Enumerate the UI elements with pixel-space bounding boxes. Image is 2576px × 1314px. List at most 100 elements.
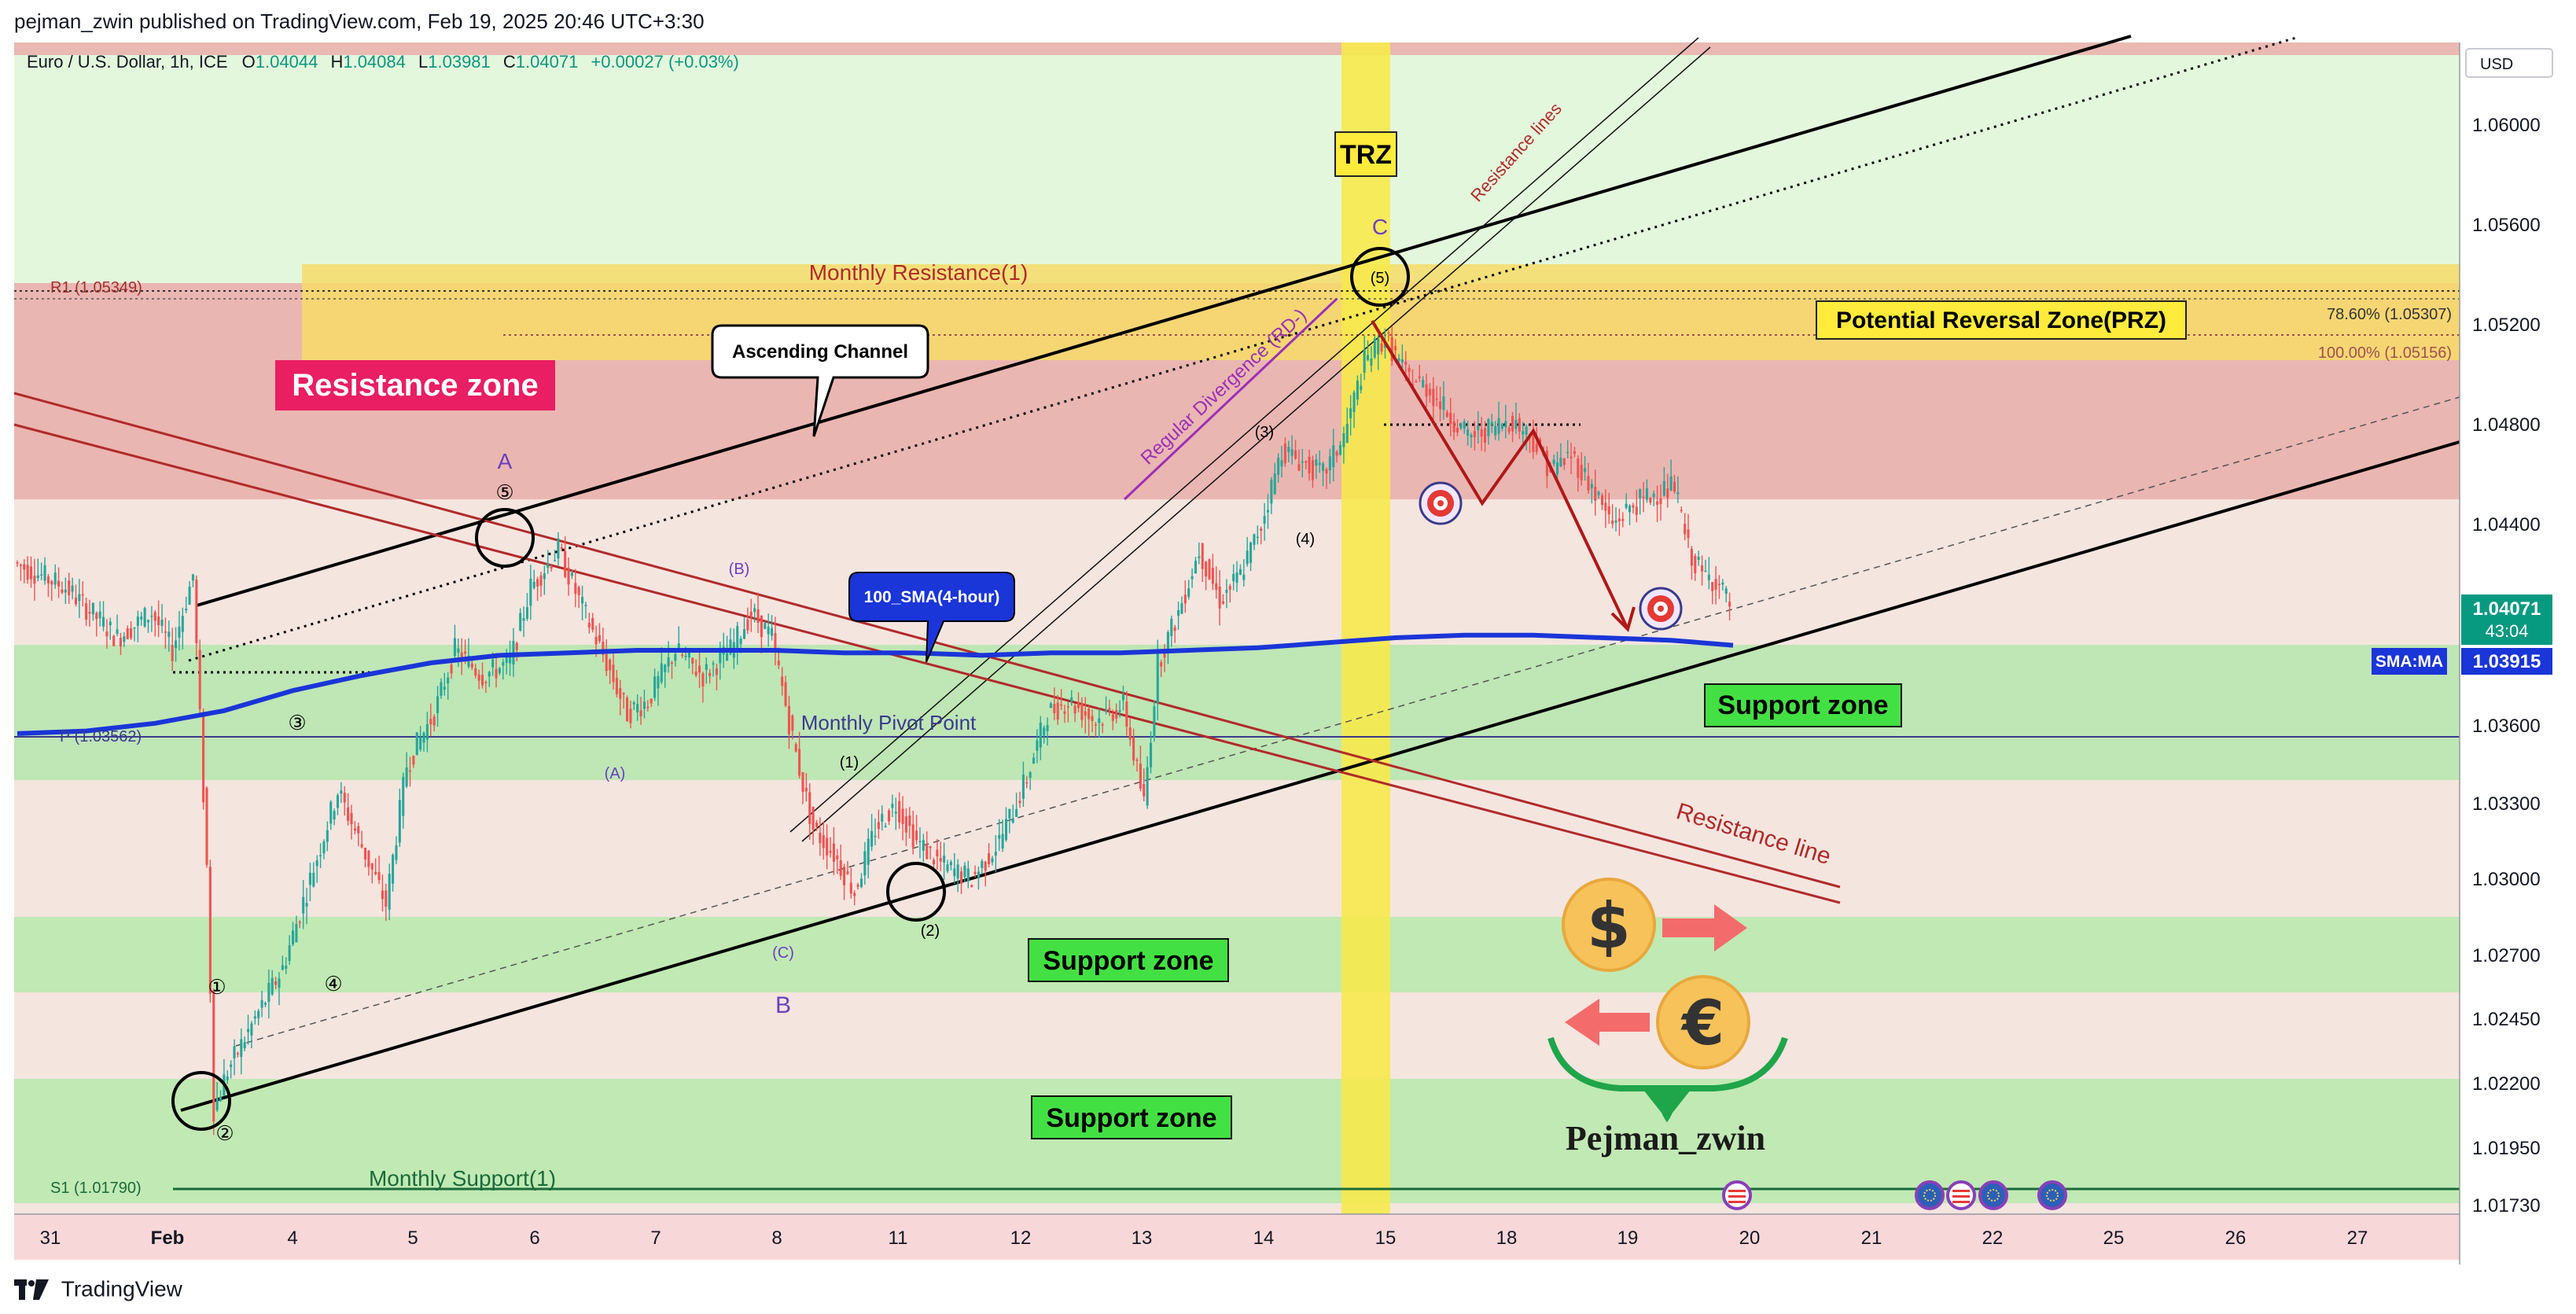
- candle-body: [1345, 424, 1349, 444]
- candle-body: [991, 858, 994, 863]
- candle-body: [267, 982, 270, 1003]
- candle-body: [746, 619, 749, 631]
- candle-body: [53, 572, 57, 585]
- candle-body: [270, 977, 274, 995]
- candle-body: [1115, 710, 1118, 720]
- candle-body: [1060, 704, 1063, 706]
- candle-body: [1514, 420, 1518, 429]
- candle-body: [1121, 694, 1125, 701]
- target-icon-2: [1639, 587, 1683, 631]
- candle-body: [392, 855, 395, 884]
- candle-body: [911, 824, 914, 848]
- candle-body: [360, 844, 363, 848]
- candle-body: [515, 642, 518, 650]
- candle-body: [1404, 362, 1408, 365]
- candle-body: [398, 800, 401, 843]
- candle-body: [1418, 376, 1421, 378]
- divergence-line: [1123, 297, 1338, 501]
- candle-body: [781, 676, 784, 686]
- candle-body: [412, 756, 415, 765]
- candle-body: [1380, 343, 1383, 352]
- us-flag-event-icon: [1722, 1180, 1752, 1210]
- candle-body: [1215, 583, 1218, 590]
- footer: TradingView: [0, 1264, 2576, 1314]
- candle-body: [285, 966, 288, 969]
- candle-body: [1263, 516, 1266, 524]
- candle-body: [1645, 488, 1648, 500]
- tradingview-logo[interactable]: TradingView: [14, 1275, 182, 1302]
- wave-label-c: C: [1372, 215, 1388, 239]
- candle-body: [43, 565, 46, 581]
- candle-body: [953, 868, 956, 877]
- candle-body: [564, 550, 567, 577]
- projection-path: [1371, 319, 1629, 630]
- candle-body: [1632, 505, 1635, 508]
- candle-body: [133, 627, 136, 629]
- candle-body: [609, 660, 612, 671]
- candle-body: [61, 589, 64, 593]
- sma-axis-name: SMA:MA: [2375, 653, 2443, 671]
- candle-body: [525, 607, 528, 619]
- currency-box[interactable]: [2465, 48, 2553, 78]
- candle-body: [319, 855, 322, 856]
- candle-body: [894, 812, 897, 814]
- wave-label-a: A: [498, 449, 513, 473]
- candle-body: [684, 656, 687, 657]
- candle-body: [1577, 458, 1580, 478]
- resistance-line-thin-1: [789, 37, 1699, 833]
- candle-body: [736, 626, 739, 649]
- candle-body: [95, 613, 98, 620]
- candle-body: [546, 563, 550, 568]
- time-tick-label: Feb: [151, 1228, 185, 1249]
- candle-body: [887, 810, 891, 822]
- candle-body: [1522, 431, 1525, 435]
- candle-body: [1149, 742, 1153, 767]
- candle-body: [794, 744, 797, 752]
- candle-body: [1511, 415, 1514, 432]
- candle-body: [1666, 488, 1669, 499]
- candle-body: [1087, 709, 1091, 720]
- candle-body: [46, 576, 50, 583]
- candle-body: [877, 822, 880, 830]
- candle-body: [1625, 503, 1628, 508]
- candle-body: [88, 612, 91, 614]
- candle-body: [798, 749, 801, 776]
- candle-body: [374, 871, 377, 874]
- candle-body: [288, 945, 291, 962]
- candle-body: [78, 594, 81, 602]
- candle-body: [1584, 468, 1587, 473]
- time-tick-label: 20: [1739, 1228, 1761, 1249]
- candle-body: [749, 611, 753, 617]
- candle-body: [1025, 782, 1029, 784]
- candle-body: [457, 648, 460, 653]
- candle-body: [98, 611, 101, 619]
- wave-label-p3: (3): [1255, 424, 1274, 441]
- candle-body: [1377, 338, 1380, 355]
- candle-body: [1283, 443, 1286, 464]
- candle-body: [1308, 456, 1311, 473]
- candle-body: [1163, 653, 1166, 658]
- candle-body: [308, 872, 311, 885]
- price-tick-label: 1.01730: [2472, 1195, 2541, 1216]
- candle-body: [143, 608, 146, 627]
- candle-body: [1556, 462, 1559, 475]
- candle-body: [529, 578, 532, 606]
- candle-body: [901, 808, 904, 824]
- candle-body: [1397, 358, 1400, 361]
- candle-body: [202, 714, 205, 803]
- candle-body: [1649, 497, 1652, 503]
- candle-body: [1173, 627, 1176, 631]
- price-tick-label: 1.03000: [2472, 869, 2541, 890]
- candle-body: [804, 787, 808, 792]
- candle-body: [480, 675, 484, 686]
- resistance-zone-label-bg: [275, 360, 555, 410]
- svg-text:$: $: [1587, 889, 1631, 962]
- candle-body: [1305, 461, 1308, 463]
- candle-body: [532, 581, 535, 588]
- swap-brace-tip: [1643, 1090, 1691, 1120]
- candle-body: [849, 882, 852, 894]
- candle-body: [236, 1053, 239, 1055]
- candle-body: [1183, 594, 1187, 604]
- candle-body: [250, 1023, 253, 1036]
